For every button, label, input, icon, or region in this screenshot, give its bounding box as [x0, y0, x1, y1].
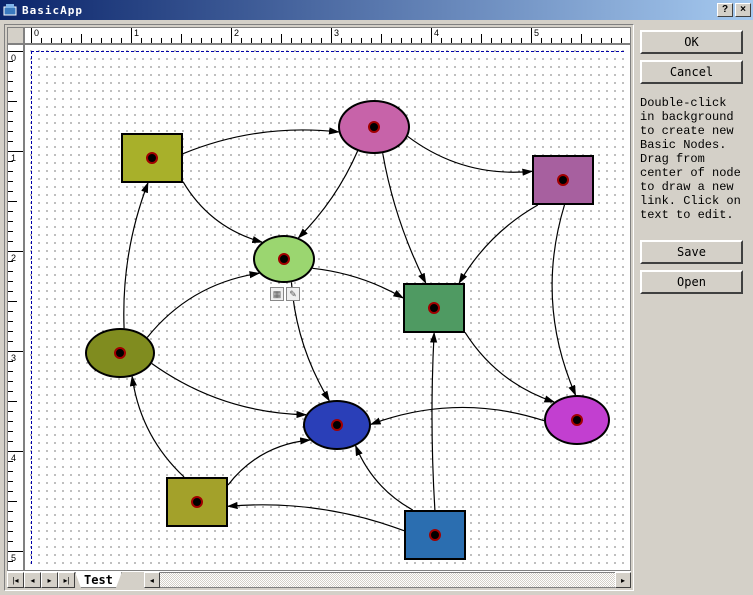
- help-button[interactable]: ?: [717, 3, 733, 17]
- scroll-left-button[interactable]: ◂: [144, 572, 160, 588]
- edge-n5-n3[interactable]: [147, 273, 259, 337]
- port-n2[interactable]: [557, 174, 569, 186]
- scroll-track[interactable]: [160, 572, 615, 588]
- open-button[interactable]: Open: [640, 270, 743, 294]
- sheet-tab[interactable]: Test: [75, 572, 122, 588]
- node-n3[interactable]: [253, 235, 315, 283]
- edge-n0-n1[interactable]: [183, 130, 339, 154]
- app-icon: [2, 2, 18, 18]
- edge-n3-n4[interactable]: [313, 268, 403, 298]
- vertical-ruler: 012345: [7, 44, 24, 571]
- node-n0[interactable]: [121, 133, 183, 183]
- diagram-panel: 012345 012345 ▦ ✎ |◂ ◂ ▸ ▸| Test ◂ ▸: [4, 24, 634, 591]
- node-n4[interactable]: [403, 283, 465, 333]
- port-n9[interactable]: [429, 529, 441, 541]
- node-n6[interactable]: [303, 400, 371, 450]
- help-text: Double-click in background to create new…: [640, 96, 743, 222]
- edge-n7-n6[interactable]: [371, 407, 544, 424]
- ruler-corner: [7, 27, 24, 44]
- ok-button[interactable]: OK: [640, 30, 743, 54]
- edge-n2-n4[interactable]: [459, 205, 538, 283]
- port-n5[interactable]: [114, 347, 126, 359]
- tab-prev-button[interactable]: ◂: [24, 572, 41, 588]
- port-n0[interactable]: [146, 152, 158, 164]
- node-n2[interactable]: [532, 155, 594, 205]
- close-button[interactable]: ×: [735, 3, 751, 17]
- port-n3[interactable]: [278, 253, 290, 265]
- node-n8[interactable]: [166, 477, 228, 527]
- titlebar: BasicApp ? ×: [0, 0, 753, 20]
- node-icon-2[interactable]: ✎: [286, 287, 300, 301]
- port-n1[interactable]: [368, 121, 380, 133]
- node-n5[interactable]: [85, 328, 155, 378]
- port-n7[interactable]: [571, 414, 583, 426]
- port-n4[interactable]: [428, 302, 440, 314]
- page-border-left: [31, 51, 33, 564]
- side-panel: OK Cancel Double-click in background to …: [634, 24, 749, 591]
- node-n9[interactable]: [404, 510, 466, 560]
- edge-n9-n6[interactable]: [356, 446, 413, 510]
- cancel-button[interactable]: Cancel: [640, 60, 743, 84]
- edge-n2-n7[interactable]: [552, 205, 575, 395]
- window-title: BasicApp: [22, 4, 715, 17]
- scroll-right-button[interactable]: ▸: [615, 572, 631, 588]
- node-n1[interactable]: [338, 100, 410, 154]
- port-n6[interactable]: [331, 419, 343, 431]
- edge-n5-n0[interactable]: [124, 183, 148, 328]
- tab-last-button[interactable]: ▸|: [58, 572, 75, 588]
- tab-strip: |◂ ◂ ▸ ▸| Test ◂ ▸: [7, 571, 631, 588]
- edge-n1-n2[interactable]: [408, 136, 532, 172]
- edge-n4-n7[interactable]: [465, 332, 554, 402]
- port-n8[interactable]: [191, 496, 203, 508]
- horizontal-ruler: 012345: [24, 27, 631, 44]
- node-icon-1[interactable]: ▦: [270, 287, 284, 301]
- node-action-icons[interactable]: ▦ ✎: [270, 287, 300, 301]
- tab-first-button[interactable]: |◂: [7, 572, 24, 588]
- canvas-viewport[interactable]: ▦ ✎: [24, 44, 631, 571]
- edge-n5-n6[interactable]: [152, 364, 306, 415]
- edge-n1-n3[interactable]: [298, 151, 357, 238]
- edge-n8-n6[interactable]: [228, 440, 310, 485]
- edge-n8-n5[interactable]: [132, 376, 184, 477]
- diagram-canvas[interactable]: ▦ ✎: [25, 45, 630, 570]
- edge-n9-n4[interactable]: [432, 333, 435, 510]
- edge-n1-n4[interactable]: [383, 153, 426, 283]
- save-button[interactable]: Save: [640, 240, 743, 264]
- edge-n0-n3[interactable]: [183, 182, 262, 242]
- edge-n9-n8[interactable]: [228, 505, 404, 531]
- horizontal-scrollbar[interactable]: ◂ ▸: [144, 572, 631, 588]
- page-border-top: [31, 51, 624, 53]
- edge-layer: [25, 45, 630, 570]
- node-n7[interactable]: [544, 395, 610, 445]
- tab-next-button[interactable]: ▸: [41, 572, 58, 588]
